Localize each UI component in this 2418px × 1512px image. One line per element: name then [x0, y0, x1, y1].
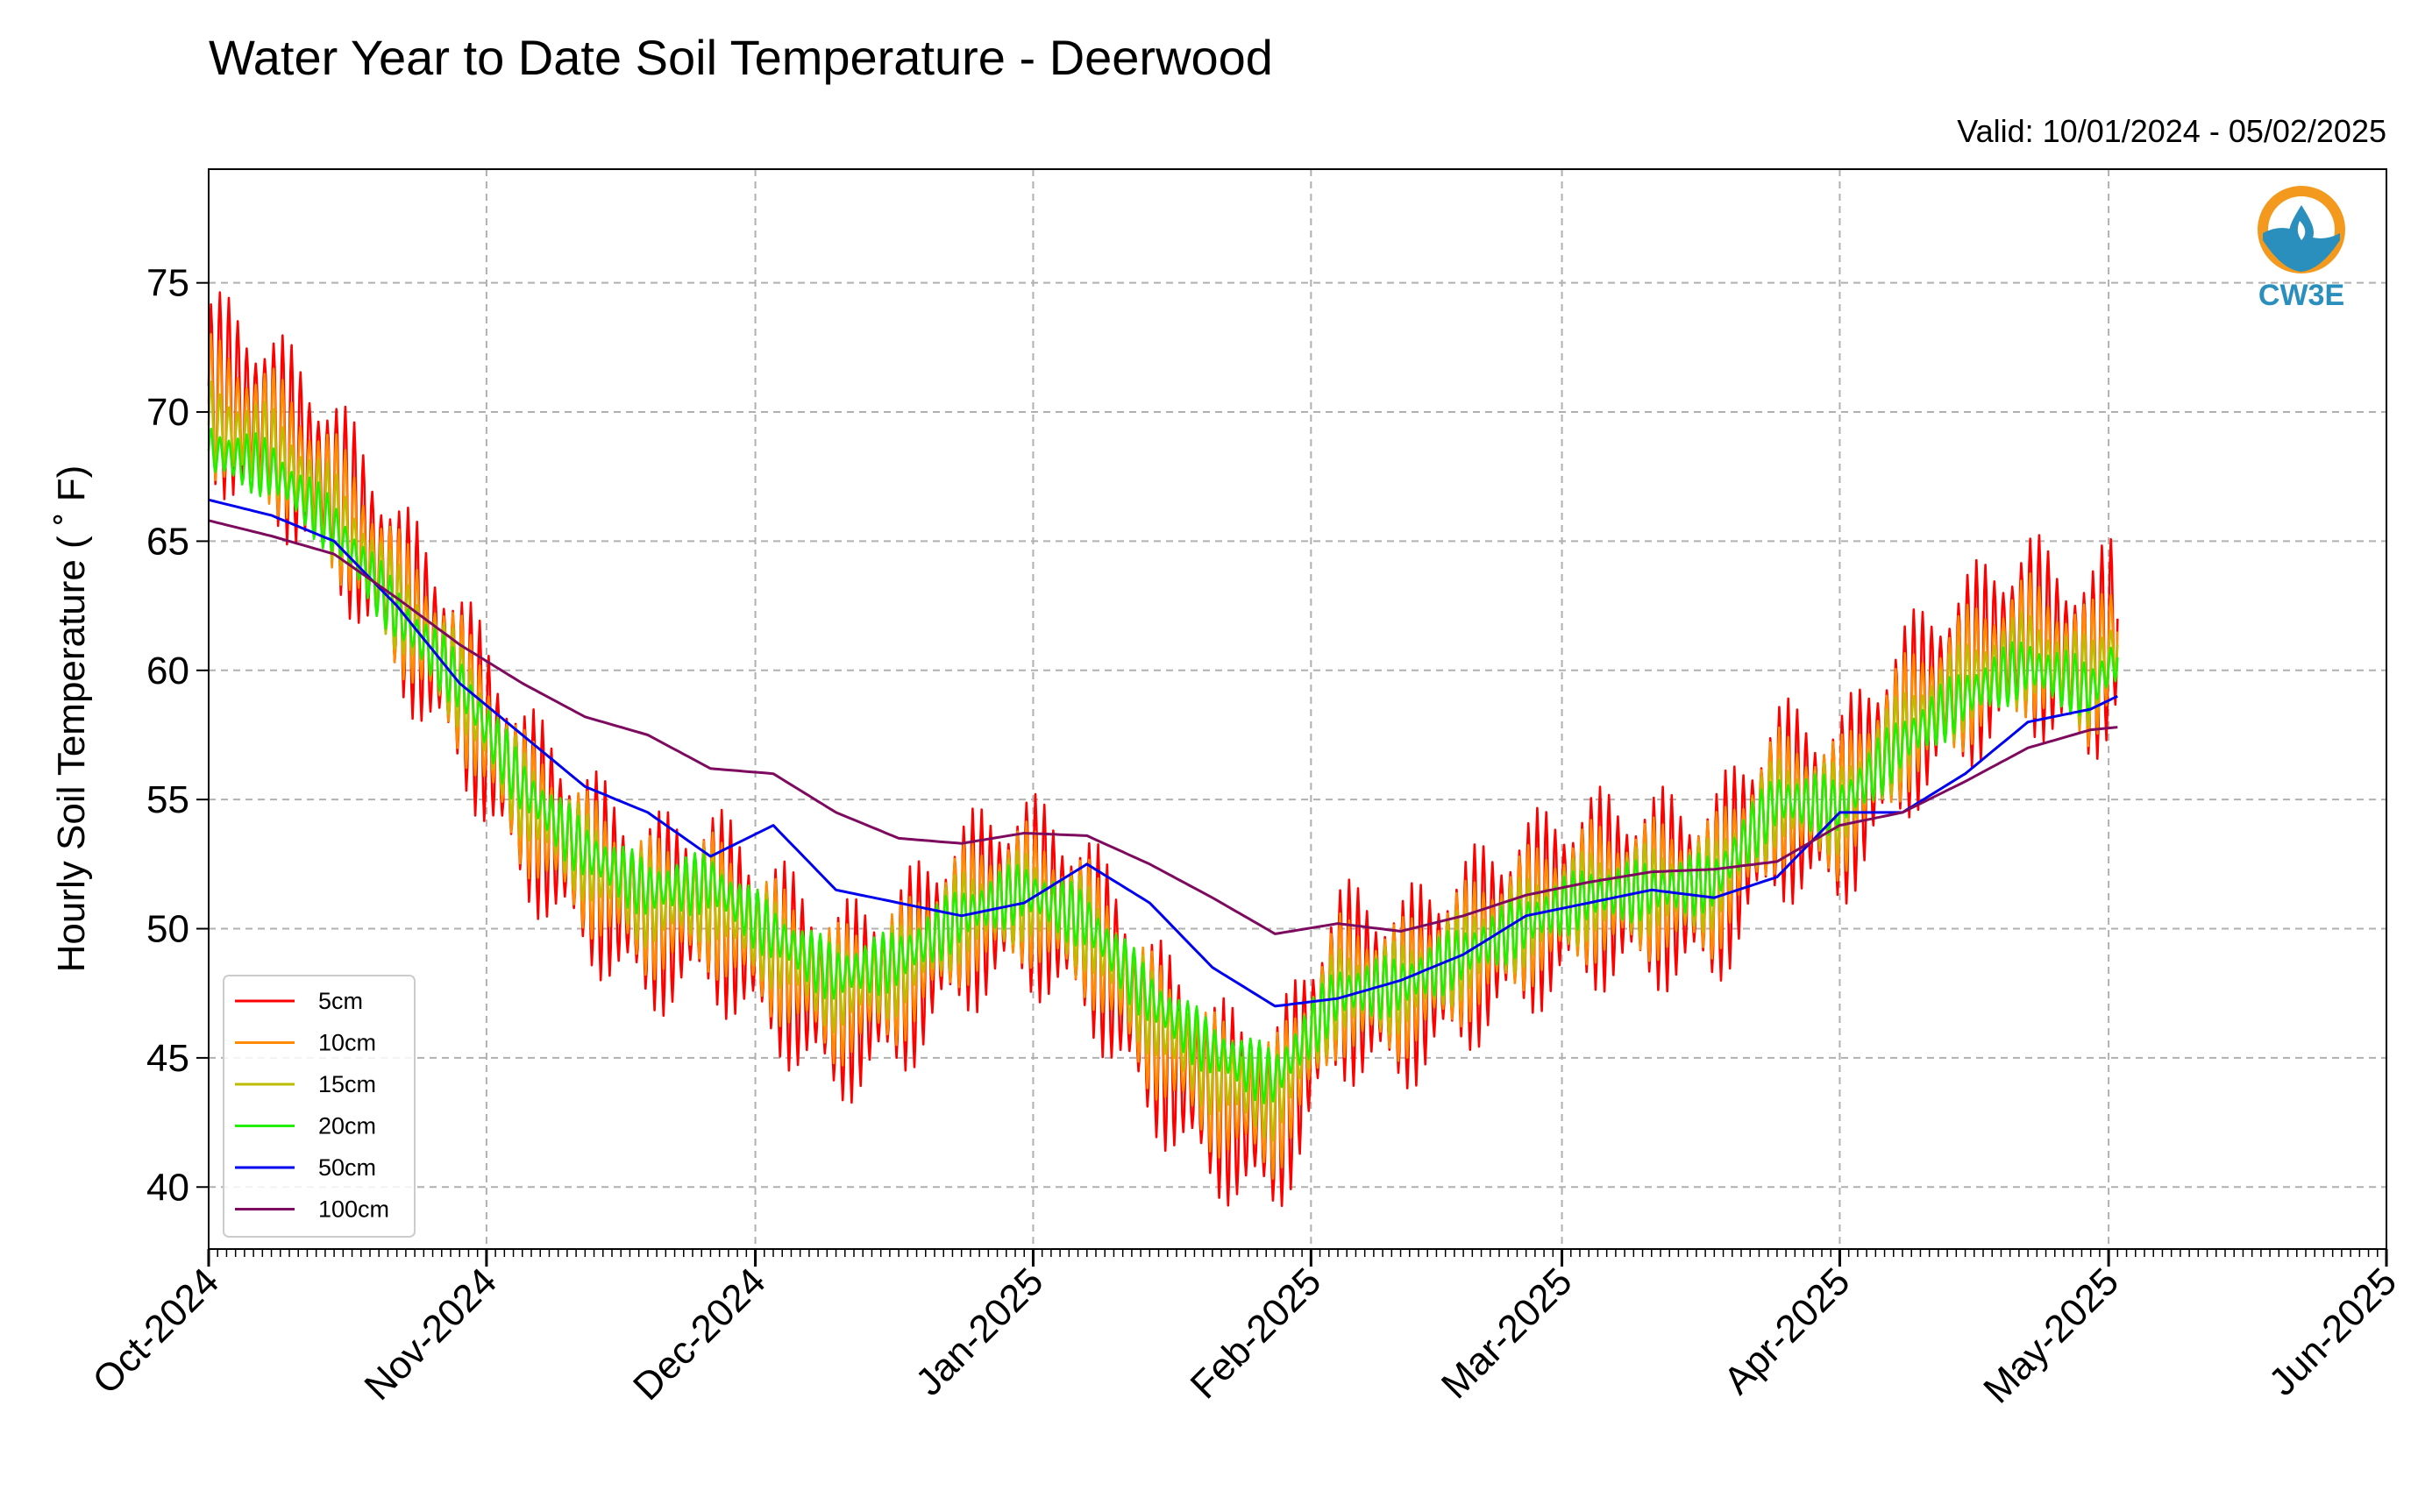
y-tick-label: 65 [146, 520, 189, 563]
series-layer [207, 291, 2119, 1208]
x-tick-label: Nov-2024 [356, 1260, 505, 1409]
series-line-100cm [208, 519, 2118, 935]
y-tick-label: 55 [146, 778, 189, 821]
legend-box [223, 975, 416, 1238]
legend: 5cm 10cm 15cm 20cm 50cm 100cm [223, 975, 416, 1238]
y-tick-label: 40 [146, 1166, 189, 1209]
chart-subtitle: Valid: 10/01/2024 - 05/02/2025 [1957, 113, 2386, 149]
y-axis-label: Hourly Soil Temperature ( ˚ F) [50, 465, 93, 973]
x-tick-label: Feb-2025 [1183, 1260, 1330, 1407]
chart-title: Water Year to Date Soil Temperature - De… [209, 30, 1273, 85]
axes-layer: 40 45 50 55 60 65 70 75 Oct-2024 Nov-2024 Dec-2024… [84, 168, 2405, 1411]
legend-label-100cm: 100cm [318, 1196, 389, 1223]
logo-flame-icon [2297, 221, 2306, 240]
legend-items: 5cm 10cm 15cm 20cm 50cm 100cm [235, 988, 389, 1223]
legend-label-10cm: 10cm [318, 1030, 376, 1056]
logo-waves [2263, 228, 2340, 272]
x-tick-label: Apr-2025 [1716, 1260, 1859, 1402]
cw3e-logo: CW3E [2258, 186, 2345, 312]
x-tick-label: Jan-2025 [907, 1260, 1051, 1403]
grid-layer [208, 169, 2387, 1249]
x-tick-label: May-2025 [1975, 1260, 2127, 1411]
y-tick-label: 70 [146, 391, 189, 434]
x-tick-label: Jun-2025 [2261, 1260, 2405, 1403]
x-tick-label: Oct-2024 [84, 1260, 227, 1402]
x-tick-label: Dec-2024 [625, 1260, 774, 1409]
legend-label-50cm: 50cm [318, 1154, 376, 1181]
y-tick-label: 60 [146, 650, 189, 692]
x-tick-label: Mar-2025 [1433, 1260, 1581, 1407]
legend-label-5cm: 5cm [318, 988, 363, 1014]
logo-text: CW3E [2258, 279, 2344, 312]
y-tick-label: 50 [146, 908, 189, 951]
series-line-50cm [208, 498, 2118, 1008]
y-tick-label: 45 [146, 1037, 189, 1080]
legend-label-15cm: 15cm [318, 1071, 376, 1097]
y-tick-label: 75 [146, 262, 189, 305]
legend-label-20cm: 20cm [318, 1113, 376, 1139]
plot-frame [208, 168, 2387, 1250]
series-line-20cm [207, 427, 2119, 1104]
